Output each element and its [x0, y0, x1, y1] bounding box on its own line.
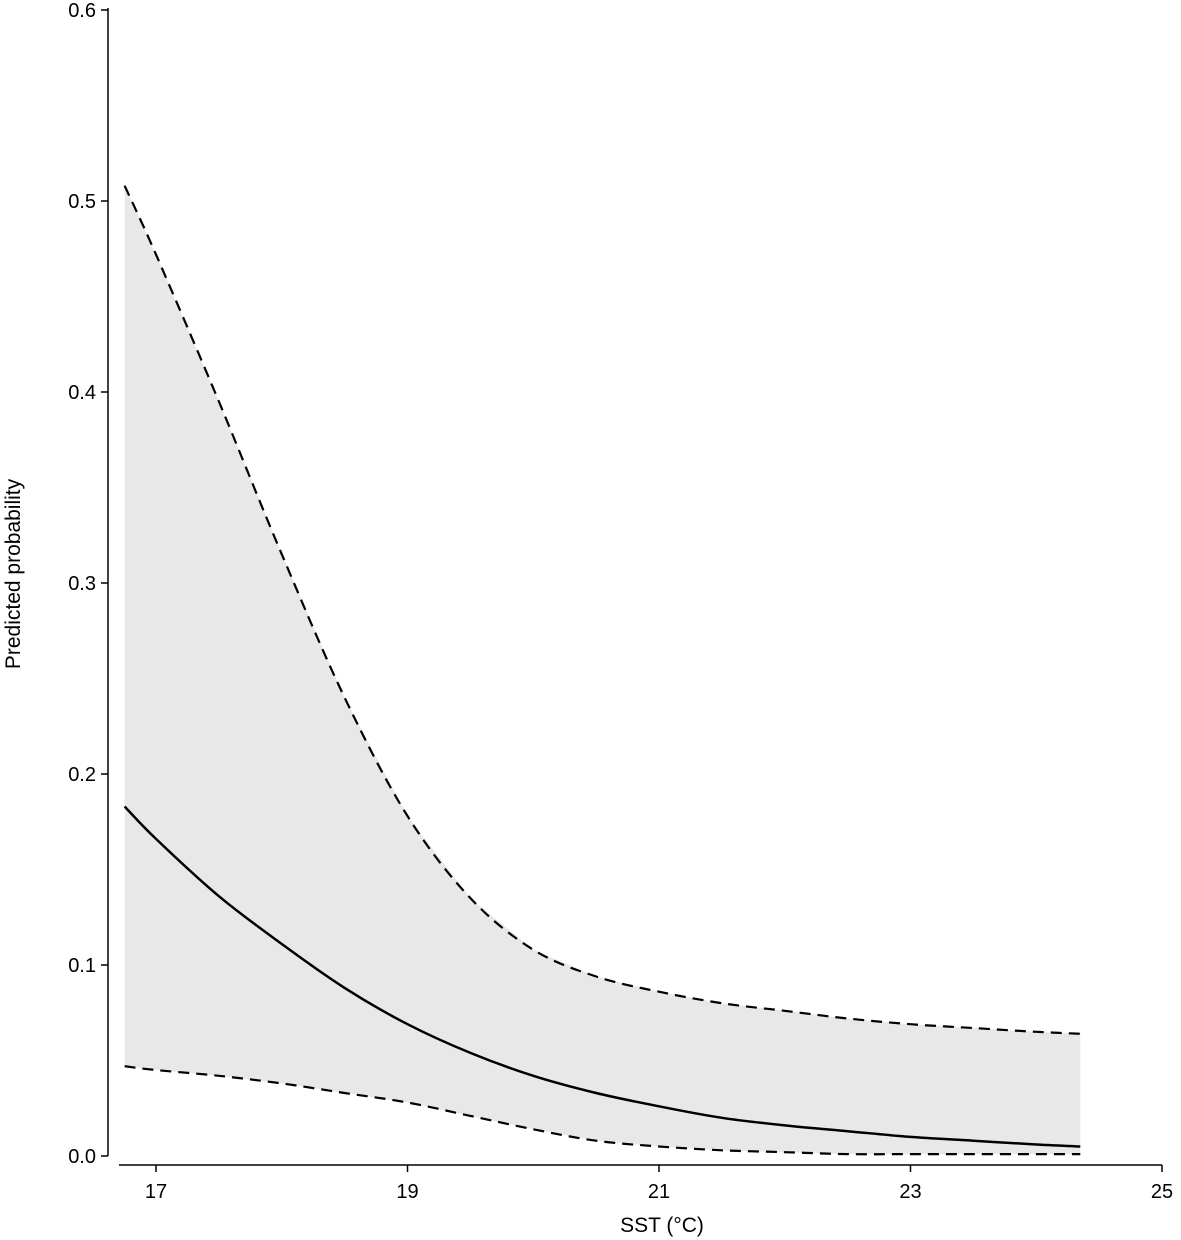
confidence-band-layer [124, 185, 1081, 1155]
x-tick-label: 25 [1151, 1181, 1173, 1203]
series-line-lower [124, 1065, 1081, 1156]
x-tick-label: 21 [648, 1181, 670, 1203]
x-tick-label: 23 [899, 1181, 921, 1203]
y-tick-label: 0.5 [68, 191, 96, 213]
y-axis-title: Predicted probability [2, 478, 25, 669]
y-tick-label: 0.1 [68, 955, 96, 977]
series-line-upper [123, 185, 1081, 1035]
y-tick-label: 0.0 [68, 1146, 96, 1168]
x-tick-label: 17 [145, 1181, 167, 1203]
series-line-fit [123, 805, 1081, 1148]
x-ticks: 17 19 21 23 25 [145, 1165, 1173, 1203]
y-tick-label: 0.4 [68, 382, 96, 404]
y-ticks: 0.0 0.1 0.2 0.3 0.4 0.5 0.6 [68, 0, 108, 1168]
x-tick-label: 19 [396, 1181, 418, 1203]
y-tick-label: 0.3 [68, 573, 96, 595]
x-axis-title: SST (°C) [620, 1214, 704, 1237]
series-lines-layer [123, 185, 1081, 1156]
y-tick-label: 0.6 [68, 0, 96, 22]
y-tick-label: 0.2 [68, 764, 96, 786]
confidence-band [124, 185, 1081, 1155]
